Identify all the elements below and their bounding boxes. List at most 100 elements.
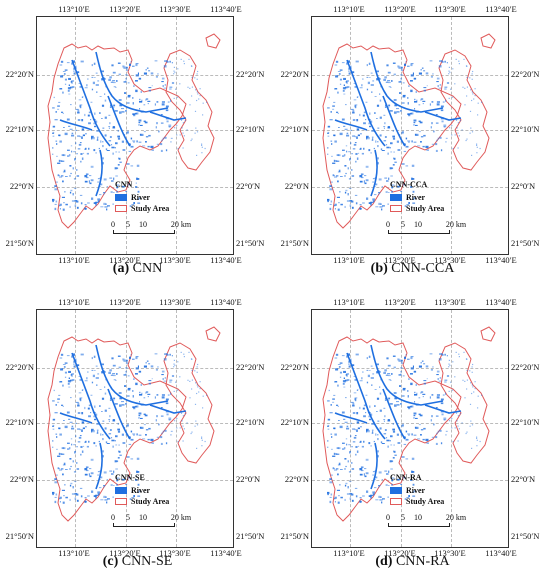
latitude-tick-label: 22°20′N	[236, 362, 265, 372]
water-pixel	[58, 204, 61, 207]
water-pixel	[79, 86, 82, 88]
water-pixel	[438, 87, 442, 89]
water-pixel	[143, 120, 146, 122]
water-pixel	[346, 379, 350, 381]
water-pixel	[346, 425, 349, 428]
water-pixel	[67, 448, 70, 450]
water-pixel	[354, 429, 358, 431]
water-pixel	[146, 67, 149, 69]
water-pixel	[327, 201, 329, 203]
water-pixel	[378, 178, 382, 181]
water-pixel	[351, 169, 353, 171]
water-pixel	[414, 101, 418, 103]
water-pixel	[359, 468, 363, 471]
water-pixel	[354, 379, 357, 381]
water-pixel	[363, 473, 365, 476]
water-pixel	[429, 396, 431, 399]
water-pixel	[52, 135, 55, 137]
water-pixel	[80, 353, 84, 356]
water-pixel	[197, 93, 199, 95]
water-pixel	[340, 203, 343, 206]
water-pixel	[349, 451, 351, 454]
legend-river-row: River	[115, 485, 169, 496]
legend-river-label: River	[131, 192, 151, 202]
water-pixel	[95, 377, 99, 379]
water-pixel	[474, 95, 476, 97]
water-pixel	[413, 414, 416, 417]
river-channel	[424, 404, 462, 414]
water-pixel	[70, 397, 72, 399]
water-pixel	[394, 404, 397, 407]
water-pixel	[384, 106, 387, 108]
scale-tick-label: 20 km	[170, 513, 192, 522]
latitude-tick-label: 22°0′N	[284, 181, 309, 191]
water-pixel	[345, 438, 348, 440]
water-pixel	[481, 394, 483, 396]
water-pixel	[125, 403, 127, 405]
water-pixel	[378, 495, 381, 498]
water-pixel	[64, 362, 68, 364]
water-pixel	[199, 95, 201, 97]
longitude-tick-label: 113°10′E	[58, 548, 90, 558]
water-pixel	[413, 434, 417, 436]
water-pixel	[84, 473, 88, 476]
water-pixel	[150, 438, 154, 441]
water-pixel	[85, 440, 87, 443]
water-pixel	[119, 111, 122, 114]
water-pixel	[388, 470, 390, 473]
water-pixel	[352, 148, 356, 150]
water-pixel	[183, 135, 185, 137]
water-pixel	[359, 207, 361, 210]
water-pixel	[344, 421, 348, 423]
water-pixel	[408, 202, 410, 204]
water-pixel	[88, 404, 91, 407]
water-pixel	[136, 177, 138, 180]
water-pixel	[97, 178, 100, 180]
water-pixel	[329, 500, 332, 504]
water-pixel	[420, 99, 422, 101]
water-pixel	[405, 354, 407, 356]
latitude-tick-label: 22°10′N	[5, 417, 34, 427]
longitude-tick-label: 113°20′E	[384, 255, 416, 265]
water-pixel	[330, 200, 333, 203]
water-pixel	[441, 120, 444, 123]
water-pixel	[189, 104, 191, 106]
water-pixel	[150, 145, 154, 148]
water-pixel	[62, 208, 65, 211]
water-pixel	[387, 496, 389, 498]
water-pixel	[73, 67, 77, 69]
water-pixel	[418, 72, 422, 75]
water-pixel	[121, 404, 125, 406]
scale-tick-label: 0	[111, 513, 115, 522]
water-pixel	[387, 192, 390, 193]
water-pixel	[118, 157, 120, 159]
water-pixel	[385, 387, 387, 389]
water-pixel	[355, 446, 358, 448]
water-pixel	[407, 358, 410, 360]
water-pixel	[383, 433, 387, 435]
water-pixel	[423, 427, 426, 430]
water-pixel	[347, 486, 349, 489]
water-pixel	[184, 413, 186, 415]
water-pixel	[370, 152, 372, 154]
water-pixel	[194, 77, 196, 79]
water-pixel	[135, 182, 137, 184]
water-pixel	[67, 442, 70, 444]
water-pixel	[388, 82, 391, 84]
water-pixel	[191, 388, 193, 390]
legend-river-row: River	[390, 485, 444, 496]
water-pixel	[402, 95, 406, 98]
water-pixel	[118, 450, 121, 453]
water-pixel	[70, 81, 73, 83]
water-pixel	[110, 484, 113, 486]
water-pixel	[418, 365, 422, 368]
panel-caption: (d) CNN-RA	[275, 554, 550, 570]
water-pixel	[165, 410, 169, 413]
water-pixel	[145, 99, 147, 101]
water-pixel	[201, 144, 203, 146]
water-pixel	[476, 152, 478, 154]
water-pixel	[422, 103, 424, 105]
water-pixel	[81, 157, 84, 160]
water-pixel	[161, 374, 164, 376]
river-channel	[71, 59, 111, 147]
